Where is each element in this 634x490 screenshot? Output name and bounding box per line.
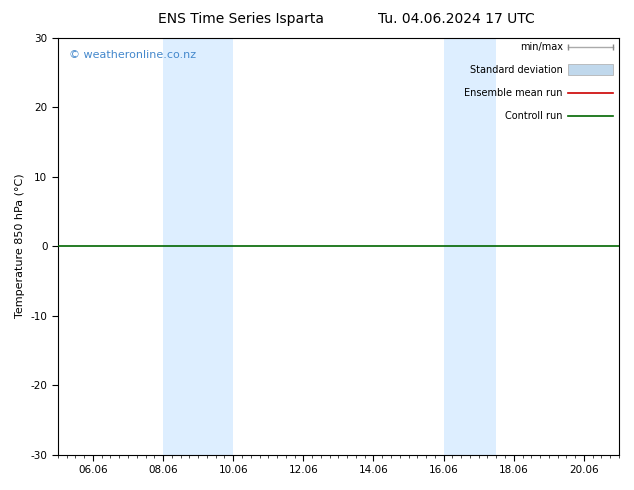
Text: Controll run: Controll run [505, 111, 563, 121]
Text: min/max: min/max [520, 42, 563, 52]
Text: Standard deviation: Standard deviation [470, 65, 563, 74]
FancyBboxPatch shape [569, 64, 613, 75]
Y-axis label: Temperature 850 hPa (°C): Temperature 850 hPa (°C) [15, 174, 25, 318]
Text: Tu. 04.06.2024 17 UTC: Tu. 04.06.2024 17 UTC [378, 12, 535, 26]
Text: Ensemble mean run: Ensemble mean run [464, 88, 563, 98]
Bar [163, 38, 233, 455]
Text: ENS Time Series Isparta: ENS Time Series Isparta [158, 12, 324, 26]
Text: © weatheronline.co.nz: © weatheronline.co.nz [69, 50, 196, 60]
Bar [444, 38, 496, 455]
